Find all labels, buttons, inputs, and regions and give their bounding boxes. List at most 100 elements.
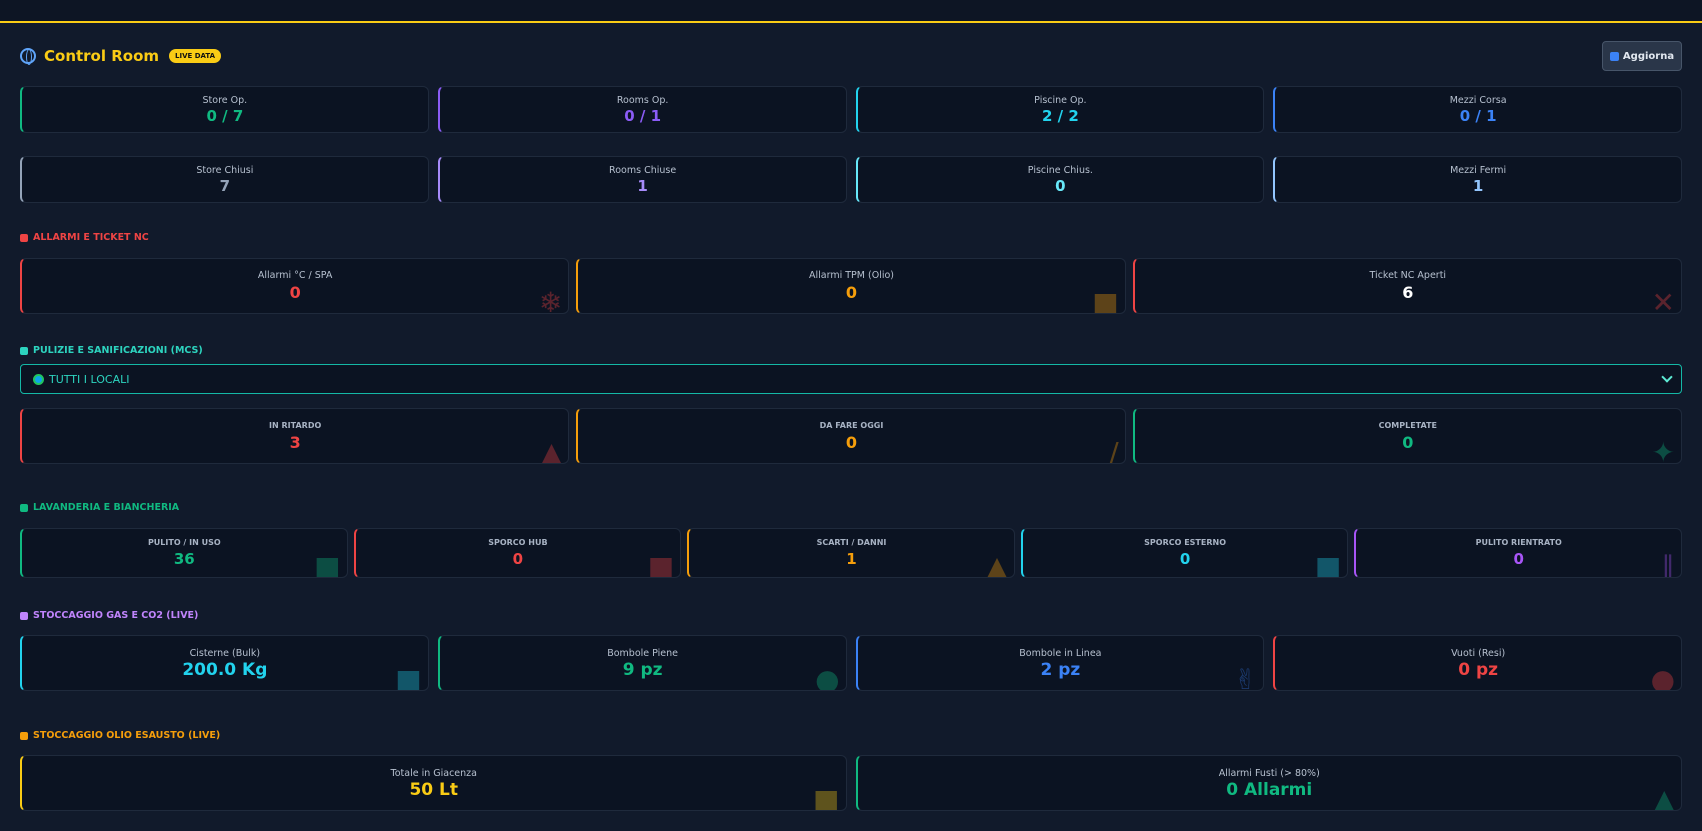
stat-label: Piscine Op. [1034,95,1087,106]
stat-value: 0 [1513,550,1524,568]
warning-icon: ▲ [986,550,1008,578]
stat-card: Vuoti (Resi) 0 pz ● [1273,635,1682,691]
stat-label: Rooms Op. [616,95,669,106]
stat-label: Mezzi Corsa [1449,95,1507,106]
section-title: PULIZIE E SANIFICAZIONI (MCS) [20,345,203,356]
stat-label: Piscine Chius. [1027,165,1093,176]
section-icon [20,503,28,512]
stat-label: Rooms Chiuse [609,165,677,176]
stat-label: Totale in Giacenza [390,768,477,779]
stat-card: Bombole in Linea 2 pz ✌ [855,635,1265,691]
location-select-value: TUTTI I LOCALI [49,373,130,386]
stat-value: 36 [173,550,195,568]
refresh-button[interactable]: Aggiorna [1602,41,1682,71]
stat-value: 0 Allarmi [1226,780,1313,800]
stat-value: 0 [845,283,858,302]
stat-value: 0 / 7 [206,107,244,125]
stat-value: 7 [219,177,231,195]
stat-card: Ticket NC Aperti 6 ✕ [1132,258,1682,314]
stat-card: Piscine Op. 2 / 2 [855,86,1265,133]
fries-icon: ■ [1092,286,1119,314]
section-title-text: LAVANDERIA E BIANCHERIA [33,502,180,513]
stat-card: Rooms Chiuse 1 [437,156,847,203]
barrel-icon: ■ [813,783,840,811]
stat-card: Bombole Piene 9 pz ● [437,635,847,691]
stat-card: Mezzi Fermi 1 [1273,156,1682,203]
stat-value: 1 [637,177,648,195]
stat-label: Allarmi TPM (Olio) [809,270,894,281]
sparkles-icon: ✦ [1651,436,1675,464]
return-icon: ∥ [1660,550,1675,578]
stat-label: Ticket NC Aperti [1369,270,1447,281]
stat-value: 0 [845,433,858,452]
stat-value: 2 / 2 [1041,107,1079,125]
section-title-text: PULIZIE E SANIFICAZIONI (MCS) [33,345,203,356]
stat-label: Allarmi °C / SPA [257,270,333,281]
section-title-text: STOCCAGGIO GAS E CO2 (LIVE) [33,610,199,621]
snowflake-icon: ❄ [538,286,563,314]
stat-card: Mezzi Corsa 0 / 1 [1273,86,1682,133]
stat-label: PULITO RIENTRATO [1475,538,1562,547]
stat-label: Vuoti (Resi) [1451,648,1506,659]
stat-card: Piscine Chius. 0 [855,156,1265,203]
stat-label: IN RITARDO [269,421,322,430]
broom-icon: / [1109,436,1119,464]
stat-card: PULITO / IN USO 36 ■ [20,528,348,578]
stat-value: 6 [1402,283,1414,302]
stat-card: Store Chiusi 7 [20,156,429,203]
globe-icon [33,374,44,385]
header: Control Room LIVE DATA Aggiorna [20,41,1682,73]
stat-card: DA FARE OGGI 0 / [576,408,1126,464]
stat-card: Allarmi °C / SPA 0 ❄ [20,258,570,314]
stat-card: Store Op. 0 / 7 [20,86,429,133]
siren-icon: ▲ [1653,783,1675,811]
stat-value: 0 / 1 [1459,107,1497,125]
globe-icon [20,48,36,65]
stat-label: Allarmi Fusti (> 80%) [1218,768,1320,779]
section-icon [20,346,28,355]
section-title: LAVANDERIA E BIANCHERIA [20,502,179,513]
stat-label: Bombole in Linea [1019,648,1102,659]
stat-label: Store Op. [202,95,248,106]
stat-value: 0 [289,283,301,302]
stat-value: 50 Lt [409,780,459,800]
stat-card: SCARTI / DANNI 1 ▲ [687,528,1015,578]
stat-card: COMPLETATE 0 ✦ [1132,408,1682,464]
stat-label: Bombole Piene [607,648,679,659]
truck-icon: ■ [1314,550,1342,578]
section-icon [20,611,28,620]
stat-card: Allarmi TPM (Olio) 0 ■ [576,258,1126,314]
stat-card: Allarmi Fusti (> 80%) 0 Allarmi ▲ [855,755,1682,811]
stat-card: PULITO RIENTRATO 0 ∥ [1354,528,1682,578]
siren-icon: ▲ [540,436,563,464]
stat-value: 0 pz [1458,660,1499,680]
tools-icon: ✕ [1651,286,1675,314]
stat-card: Rooms Op. 0 / 1 [437,86,847,133]
refresh-icon [1609,51,1619,61]
red-circle-icon: ● [1650,663,1675,691]
stat-label: SPORCO ESTERNO [1144,538,1227,547]
refresh-label: Aggiorna [1622,50,1675,62]
stat-label: Store Chiusi [196,165,254,176]
stat-value: 0 [512,550,524,568]
stat-label: SPORCO HUB [488,538,548,547]
location-select[interactable]: TUTTI I LOCALI [20,364,1682,394]
stat-card: SPORCO HUB 0 ■ [353,528,682,578]
basket-icon: ■ [647,550,675,578]
stat-value: 1 [1472,177,1484,195]
green-circle-icon: ● [815,663,840,691]
stat-label: SCARTI / DANNI [816,538,887,547]
stat-card: Cisterne (Bulk) 200.0 Kg ■ [20,635,429,691]
stat-value: 1 [846,550,857,568]
stat-value: 3 [289,433,301,452]
chevron-down-icon [1661,371,1673,383]
stat-label: PULITO / IN USO [147,538,221,547]
stat-value: 0 / 1 [624,107,662,125]
stat-card: IN RITARDO 3 ▲ [20,408,570,464]
stat-value: 9 pz [622,660,663,680]
stat-card: SPORCO ESTERNO 0 ■ [1020,528,1349,578]
stat-label: Mezzi Fermi [1450,165,1507,176]
plug-icon: ✌ [1233,663,1258,691]
stat-label: Cisterne (Bulk) [189,648,261,659]
title-wrap: Control Room LIVE DATA [20,47,222,65]
